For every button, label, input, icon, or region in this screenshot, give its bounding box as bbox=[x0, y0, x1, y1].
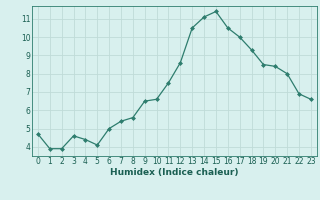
X-axis label: Humidex (Indice chaleur): Humidex (Indice chaleur) bbox=[110, 168, 239, 177]
